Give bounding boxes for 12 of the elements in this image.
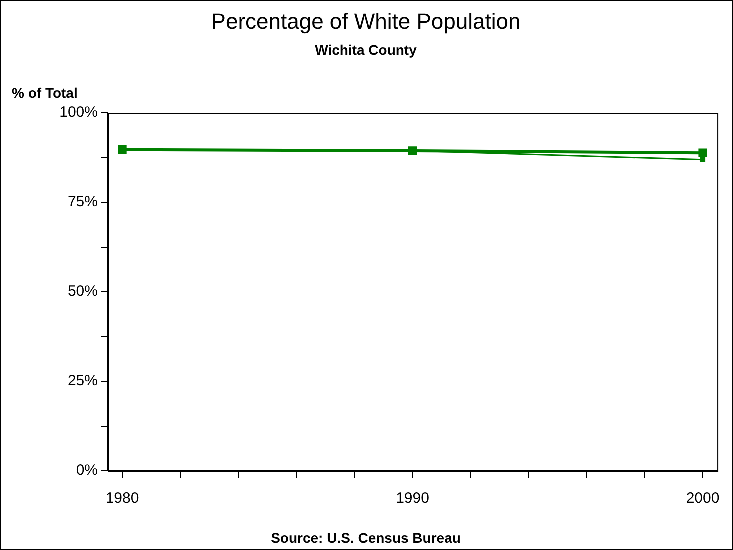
- x-tick-label: 1980: [106, 490, 140, 508]
- x-tick-label: 2000: [686, 490, 720, 508]
- y-axis-title: % of Total: [12, 85, 78, 101]
- y-tick-label: 100%: [60, 104, 98, 122]
- x-tick-label: 1990: [396, 490, 430, 508]
- source-note: Source: U.S. Census Bureau: [271, 530, 461, 546]
- y-tick-label: 50%: [68, 283, 98, 300]
- chart-title: Percentage of White Population: [211, 9, 521, 34]
- y-tick-label: 75%: [68, 194, 98, 211]
- y-tick-label: 0%: [76, 462, 98, 480]
- y-tick-label: 25%: [68, 372, 98, 390]
- chart-subtitle: Wichita County: [315, 42, 418, 58]
